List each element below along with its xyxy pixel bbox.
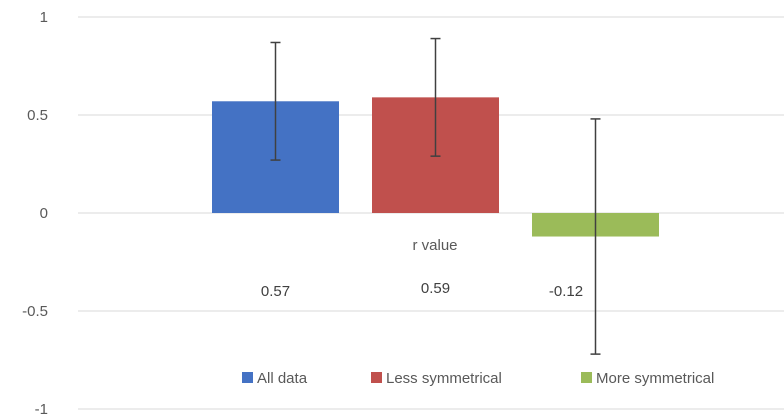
legend-swatch (581, 372, 592, 383)
data-label: -0.12 (549, 283, 583, 300)
legend-label: Less symmetrical (386, 370, 502, 387)
x-axis-label: r value (412, 237, 457, 254)
legend: All data Less symmetrical More symmetrical (242, 370, 714, 387)
y-tick-label: 0.5 (27, 107, 48, 124)
data-label: 0.59 (421, 280, 450, 297)
y-tick-label: -1 (35, 401, 48, 414)
y-tick-label: 0 (40, 205, 48, 222)
y-tick-label: -0.5 (22, 303, 48, 320)
legend-label: More symmetrical (596, 370, 714, 387)
error-bars (270, 37, 601, 355)
y-axis-tick-labels: 1 0.5 0 -0.5 -1 (22, 9, 48, 414)
data-label: 0.57 (261, 283, 290, 300)
data-labels: 0.57 0.59 -0.12 (261, 280, 583, 300)
y-tick-label: 1 (40, 9, 48, 26)
legend-label: All data (257, 370, 308, 387)
legend-swatch (371, 372, 382, 383)
legend-swatch (242, 372, 253, 383)
